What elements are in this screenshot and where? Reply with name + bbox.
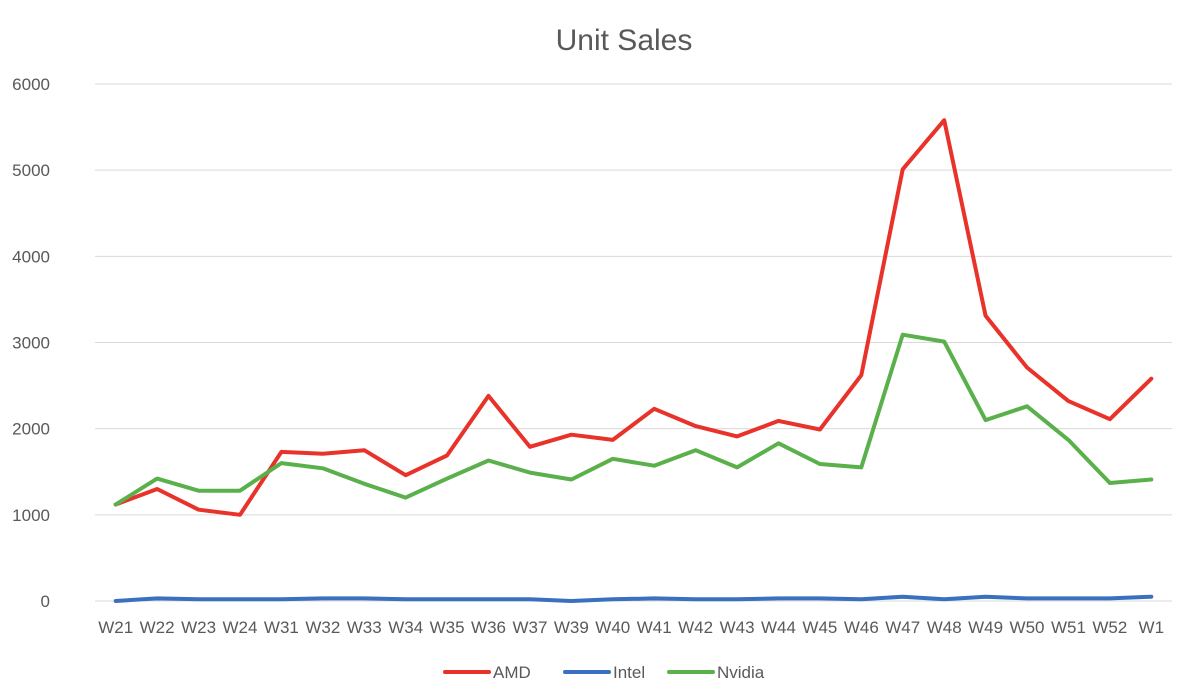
x-tick-label: W34 bbox=[388, 618, 423, 637]
x-tick-label: W52 bbox=[1092, 618, 1127, 637]
series-line-amd bbox=[113, 118, 1154, 517]
x-tick-label: W48 bbox=[927, 618, 962, 637]
y-tick-label: 1000 bbox=[12, 506, 50, 525]
series-lines bbox=[113, 118, 1154, 603]
gridlines bbox=[95, 83, 1172, 602]
x-tick-label: W1 bbox=[1139, 618, 1165, 637]
y-tick-label: 5000 bbox=[12, 161, 50, 180]
y-tick-label: 6000 bbox=[12, 75, 50, 94]
legend-label: Intel bbox=[613, 663, 645, 682]
x-tick-label: W47 bbox=[885, 618, 920, 637]
x-tick-label: W31 bbox=[264, 618, 299, 637]
y-axis-ticks: 0 1000 2000 3000 4000 5000 6000 bbox=[12, 75, 50, 611]
y-tick-label: 0 bbox=[41, 592, 50, 611]
series-line-nvidia bbox=[113, 332, 1154, 507]
x-tick-label: W35 bbox=[430, 618, 465, 637]
x-tick-label: W36 bbox=[471, 618, 506, 637]
x-tick-label: W49 bbox=[968, 618, 1003, 637]
legend: AMD Intel Nvidia bbox=[443, 663, 765, 682]
y-tick-label: 2000 bbox=[12, 420, 50, 439]
series-line-intel bbox=[113, 594, 1154, 603]
x-tick-label: W21 bbox=[98, 618, 133, 637]
x-tick-label: W40 bbox=[595, 618, 630, 637]
x-tick-label: W44 bbox=[761, 618, 796, 637]
x-tick-label: W51 bbox=[1051, 618, 1086, 637]
x-tick-label: W22 bbox=[140, 618, 175, 637]
legend-label: AMD bbox=[493, 663, 531, 682]
x-axis-ticks: W21 W22 W23 W24 W31 W32 W33 W34 W35 W36 W37 W39 W40 W… bbox=[98, 618, 1164, 637]
x-tick-label: W39 bbox=[554, 618, 589, 637]
x-tick-label: W50 bbox=[1010, 618, 1045, 637]
x-tick-label: W24 bbox=[222, 618, 257, 637]
x-tick-label: W42 bbox=[678, 618, 713, 637]
x-tick-label: W32 bbox=[305, 618, 340, 637]
x-tick-label: W46 bbox=[844, 618, 879, 637]
x-tick-label: W33 bbox=[347, 618, 382, 637]
x-tick-label: W37 bbox=[512, 618, 547, 637]
y-tick-label: 3000 bbox=[12, 334, 50, 353]
y-tick-label: 4000 bbox=[12, 247, 50, 266]
x-tick-label: W41 bbox=[637, 618, 672, 637]
x-tick-label: W45 bbox=[802, 618, 837, 637]
chart-title: Unit Sales bbox=[556, 24, 693, 57]
x-tick-label: W23 bbox=[181, 618, 216, 637]
x-tick-label: W43 bbox=[720, 618, 755, 637]
legend-label: Nvidia bbox=[717, 663, 765, 682]
